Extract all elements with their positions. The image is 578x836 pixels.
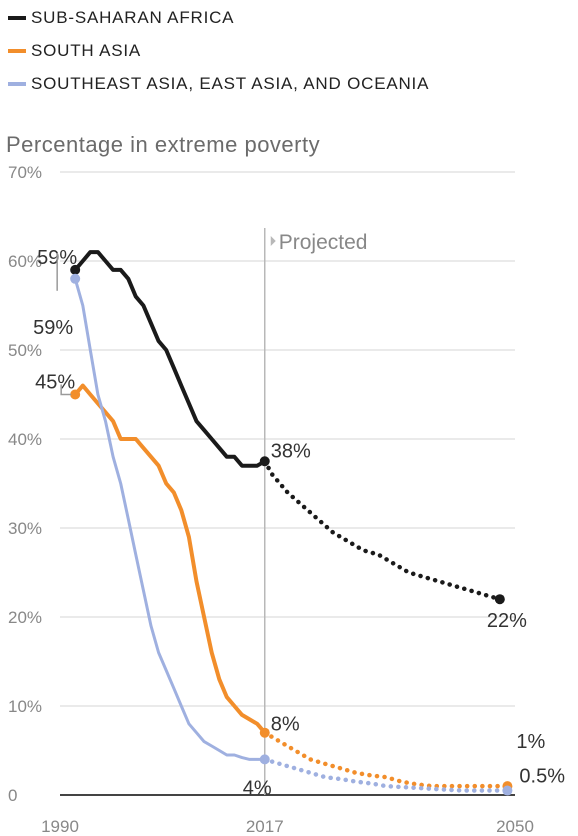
projection-start-point	[259, 754, 270, 765]
data-label: 0.5%	[519, 766, 565, 788]
data-label: 8%	[271, 714, 300, 736]
legend-swatch	[8, 82, 26, 86]
legend-item-south-asia: SOUTH ASIA	[8, 37, 141, 65]
data-label: 59%	[33, 317, 73, 339]
legend-item-sub-saharan-africa: SUB-SAHARAN AFRICA	[8, 4, 234, 32]
data-label: 4%	[243, 777, 272, 799]
y-tick-label: 40%	[8, 430, 42, 449]
end-point	[494, 594, 505, 605]
gridlines	[60, 171, 515, 796]
y-axis-ticks: 0 10% 20% 30% 40% 50% 60% 70%	[8, 163, 42, 805]
y-tick-label: 10%	[8, 697, 42, 716]
data-label: 45%	[35, 372, 75, 394]
x-tick-label: 1990	[41, 817, 79, 836]
projected-dotted-line	[262, 730, 510, 789]
legend-swatch	[8, 49, 26, 53]
legend-label: SOUTHEAST ASIA, EAST ASIA, AND OCEANIA	[31, 74, 430, 93]
x-tick-label: 2050	[496, 817, 534, 836]
projected-dotted-line	[262, 757, 510, 793]
data-label: 22%	[487, 610, 527, 632]
legend-label: SOUTH ASIA	[31, 41, 142, 60]
y-tick-label: 20%	[8, 608, 42, 627]
historical-line	[73, 250, 267, 468]
projection-marker: Projected	[264, 228, 368, 795]
y-tick-label: 70%	[8, 163, 42, 182]
x-tick-label: 2017	[246, 817, 284, 836]
x-axis-ticks: 1990 2017 2050	[41, 817, 534, 836]
historical-line	[73, 277, 267, 761]
y-tick-label: 60%	[8, 252, 42, 271]
y-tick-label: 50%	[8, 341, 42, 360]
start-point	[70, 273, 81, 284]
projection-start-point	[259, 727, 270, 738]
label-connector	[60, 384, 72, 396]
start-point	[70, 264, 81, 275]
y-tick-label: 30%	[8, 519, 42, 538]
projection-arrow-icon	[270, 236, 276, 246]
legend-item-southeast-asia: SOUTHEAST ASIA, EAST ASIA, AND OCEANIA	[8, 70, 429, 98]
legend-swatch	[8, 16, 26, 20]
projection-start-point	[259, 456, 270, 467]
historical-line	[73, 383, 267, 735]
start-point	[70, 389, 81, 400]
projected-dotted-line	[262, 459, 503, 602]
data-label: 1%	[516, 731, 545, 753]
data-labels: 59%38%22%45%8%1%59%4%0.5%	[33, 247, 565, 800]
legend-label: SUB-SAHARAN AFRICA	[31, 8, 235, 27]
y-tick-label: 0	[8, 786, 17, 805]
data-label: 38%	[271, 440, 311, 462]
projection-label: Projected	[279, 231, 368, 254]
end-point	[502, 785, 513, 796]
series-lines	[70, 250, 513, 796]
chart-title: Percentage in extreme poverty	[6, 132, 320, 157]
